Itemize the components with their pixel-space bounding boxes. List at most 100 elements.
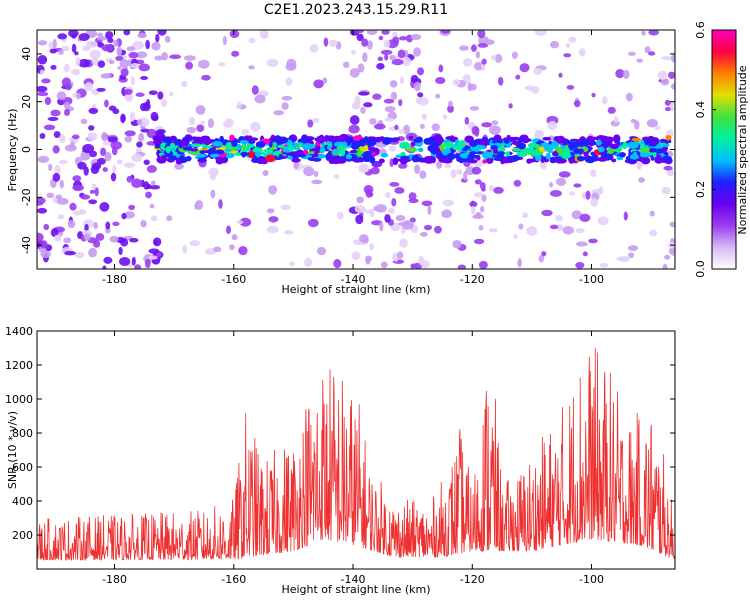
heatmap-cell [470, 205, 476, 215]
heatmap-cell [469, 201, 478, 208]
heatmap-cell [162, 150, 174, 158]
heatmap-cell [391, 58, 404, 66]
heatmap-cell [563, 53, 572, 58]
heatmap-cell [37, 207, 48, 214]
heatmap-cell [567, 143, 576, 149]
heatmap-cell [313, 79, 324, 89]
heatmap-cell [104, 151, 112, 162]
heatmap-cell [194, 202, 199, 210]
heatmap-cell [469, 106, 480, 111]
heatmap-cell [430, 147, 438, 155]
heatmap-cell [70, 68, 81, 76]
heatmap-cell [126, 46, 136, 52]
heatmap-cell [444, 163, 452, 169]
heatmap-cell [668, 71, 675, 79]
heatmap-cell [396, 251, 404, 259]
heatmap-cell [482, 159, 488, 164]
heatmap-cell [669, 246, 675, 256]
heatmap-cell [408, 135, 414, 140]
heatmap-cell [443, 139, 450, 144]
heatmap-cell [183, 55, 196, 61]
heatmap-cell [597, 216, 609, 226]
heatmap-cell [204, 150, 211, 154]
y-tick-label: -20 [20, 188, 33, 206]
heatmap-cell [268, 185, 278, 195]
heatmap-cell [644, 46, 651, 54]
heatmap-cell [420, 231, 428, 237]
heatmap-cell [447, 104, 454, 113]
heatmap-cell [179, 154, 185, 162]
heatmap-cell [222, 35, 227, 46]
heatmap-cell [145, 191, 152, 199]
heatmap-cell [413, 81, 421, 92]
heatmap-cell [379, 221, 384, 232]
heatmap-cell [231, 139, 238, 148]
heatmap-cell [556, 135, 566, 144]
heatmap-cell [604, 136, 615, 143]
heatmap-cell [326, 145, 332, 150]
heatmap-cell [131, 178, 143, 189]
heatmap-cell [65, 82, 72, 91]
heatmap-cell [389, 80, 398, 88]
heatmap-cell [39, 69, 45, 75]
heatmap-cell [67, 220, 76, 229]
heatmap-cell [120, 113, 126, 123]
heatmap-cell [91, 162, 102, 170]
heatmap-cell [316, 246, 327, 256]
heatmap-cell [311, 179, 323, 185]
heatmap-cell [398, 163, 408, 169]
heatmap-cell [97, 60, 106, 68]
colorbar: 0.0 0.2 0.4 0.6 Normalized spectral amplitu… [694, 21, 749, 278]
heatmap-cell [109, 235, 119, 243]
heatmap-cell [368, 191, 374, 198]
heatmap-cell [383, 98, 395, 104]
heatmap-cell [53, 131, 61, 138]
heatmap-cell [462, 58, 473, 67]
heatmap-cell [541, 251, 547, 257]
heatmap-cell [288, 144, 294, 152]
heatmap-cell [625, 92, 633, 102]
heatmap-cell [77, 161, 87, 170]
heatmap-cell [323, 37, 329, 47]
heatmap-cell [37, 91, 49, 97]
heatmap-cell [200, 135, 211, 141]
heatmap-cell [112, 221, 120, 226]
heatmap-cell [72, 184, 84, 192]
heatmap-cell [89, 150, 98, 158]
heatmap-cell [165, 146, 171, 154]
heatmap-cell [229, 134, 235, 142]
heatmap-cell [185, 61, 194, 70]
heatmap-cell [380, 261, 388, 269]
heatmap-cell [119, 256, 131, 266]
heatmap-cell [661, 186, 671, 195]
heatmap-cell [196, 153, 207, 158]
heatmap-cell [394, 187, 405, 194]
heatmap-cell [403, 124, 411, 135]
heatmap-cell [52, 38, 57, 49]
heatmap-cell [459, 45, 469, 51]
heatmap-cell [148, 255, 158, 260]
heatmap-cell [52, 145, 60, 154]
heatmap-cell [149, 184, 161, 190]
heatmap-cell [209, 171, 217, 180]
heatmap-cell [666, 168, 675, 177]
heatmap-cell [143, 159, 150, 166]
heatmap-cell [58, 49, 64, 56]
heatmap-cell [111, 146, 118, 156]
heatmap-cell [421, 200, 433, 207]
heatmap-cell [445, 136, 454, 140]
heatmap-cell [336, 159, 347, 164]
heatmap-cell [64, 250, 76, 256]
heatmap-cell [491, 120, 499, 125]
heatmap-cell [80, 194, 91, 200]
heatmap-cell [128, 204, 135, 211]
heatmap-cell [413, 47, 421, 57]
heatmap-cell [86, 40, 98, 48]
heatmap-cell [43, 124, 56, 131]
heatmap-cell [442, 199, 455, 207]
heatmap-cell [304, 257, 313, 267]
heatmap-cell [58, 160, 68, 165]
snr-axes: -180 -160 -140 -120 -100 200 400 600 800 1000 1200… [5, 325, 675, 586]
heatmap-cell [287, 156, 295, 160]
heatmap-cell [150, 111, 159, 121]
